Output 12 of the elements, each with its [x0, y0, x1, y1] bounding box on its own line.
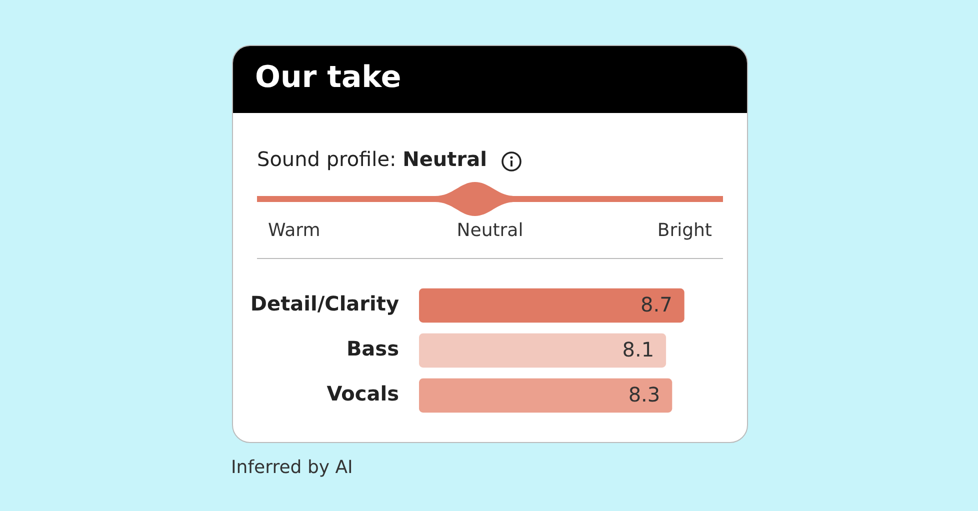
data-label: 8.1 [622, 338, 654, 362]
data-label: 8.7 [640, 292, 672, 317]
text: Neutral [456, 220, 524, 241]
y-tick-label: Detail/Clarity [250, 292, 399, 316]
chart-subtitle: Sound profile: Neutral [257, 147, 487, 171]
data-label: 8.3 [628, 382, 660, 407]
y-tick-label: Bass [346, 336, 399, 361]
text: Bright [657, 220, 712, 241]
y-tick-label: Vocals [326, 382, 399, 406]
chart-title: Our take [233, 46, 747, 113]
text: Inferred by AI [231, 457, 353, 478]
text: Warm [268, 220, 320, 241]
